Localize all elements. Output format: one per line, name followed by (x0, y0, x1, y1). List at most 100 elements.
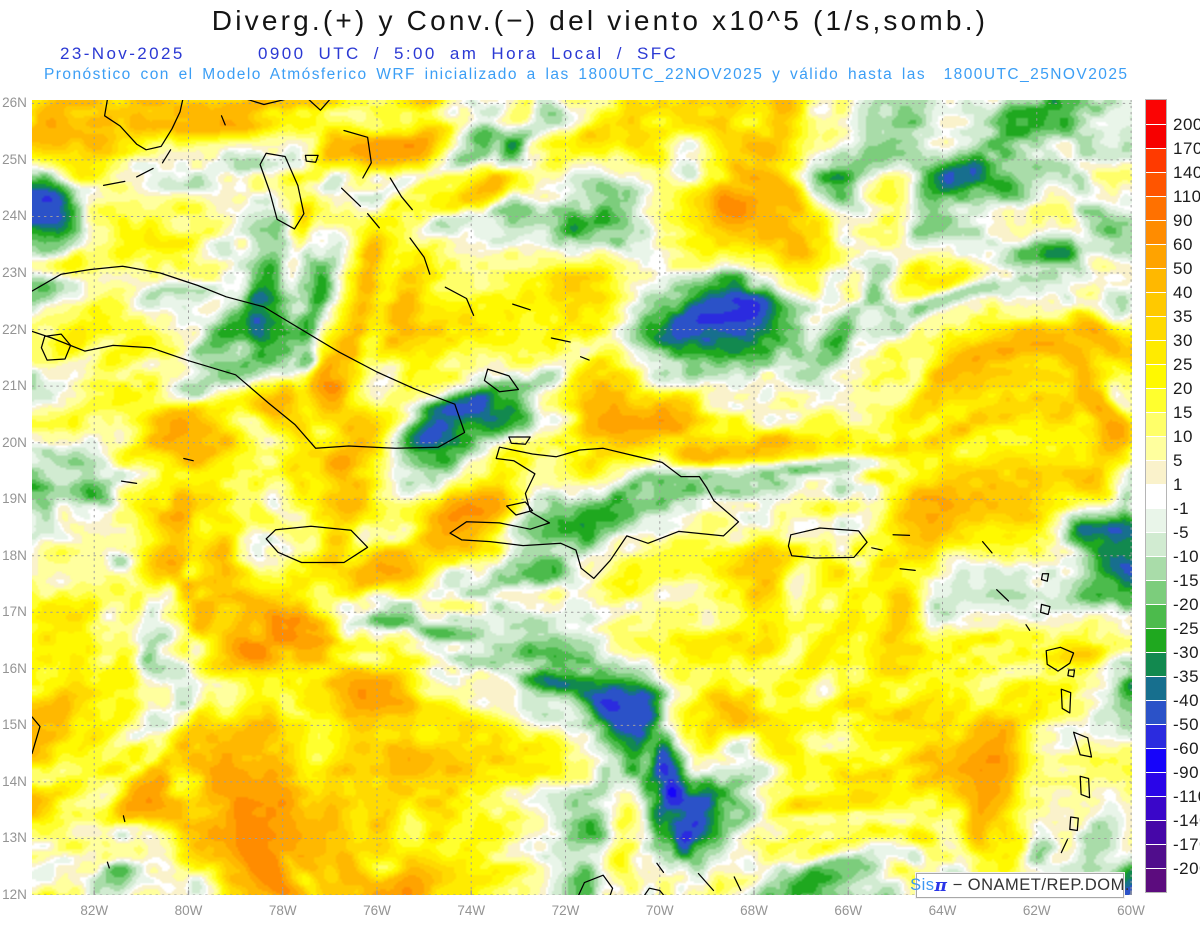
colorbar-tick-label: -200 (1173, 859, 1200, 878)
lon-tick-label: 72W (551, 903, 580, 918)
coastline (656, 862, 665, 874)
coastline (122, 815, 126, 823)
colorbar-tick-label: -20 (1173, 595, 1200, 614)
lon-tick-label: 64W (928, 903, 957, 918)
coastline (135, 167, 154, 178)
lat-tick-label: 22N (2, 321, 27, 337)
colorbar-tick-label: -5 (1173, 523, 1190, 542)
coastline (871, 547, 883, 551)
lat-tick-label: 18N (2, 547, 27, 563)
coastline (444, 286, 475, 317)
colorbar-segment (1146, 100, 1166, 124)
coastline (102, 180, 126, 187)
colorbar-tick-label: 200 (1173, 115, 1200, 134)
colorbar-segment (1146, 148, 1166, 172)
colorbar-tick-label: -60 (1173, 739, 1200, 758)
colorbar-tick-label: 15 (1173, 403, 1193, 422)
lon-tick-label: 76W (363, 903, 391, 918)
colorbar-tick-label: 35 (1173, 307, 1193, 326)
colorbar-segment (1146, 868, 1166, 892)
coastline (106, 861, 110, 869)
lat-tick-label: 20N (2, 434, 27, 450)
colorbar-tick-label: 1 (1173, 475, 1183, 494)
colorbar-segment (1146, 820, 1166, 844)
colorbar-scale (1145, 99, 1167, 893)
coastline (1039, 603, 1051, 616)
colorbar-segment (1146, 220, 1166, 244)
colorbar-segment (1146, 436, 1166, 460)
colorbar-segment (1146, 340, 1166, 364)
coastline (304, 154, 319, 163)
coastline (981, 540, 993, 554)
coastline (247, 100, 286, 106)
colorbar-segment (1146, 364, 1166, 388)
coastline (103, 100, 184, 151)
colorbar-tick-label: -10 (1173, 547, 1200, 566)
coastline (32, 265, 466, 449)
brand-sis-text: Sis (910, 876, 935, 894)
colorbar-segment (1146, 748, 1166, 772)
coastline (697, 872, 715, 892)
coastline (483, 368, 520, 393)
coastline (1079, 775, 1091, 799)
coastline (120, 480, 138, 485)
colorbar-tick-label: -50 (1173, 715, 1200, 734)
colorbar-tick-label: -15 (1173, 571, 1200, 590)
lat-tick-label: 16N (2, 660, 27, 676)
colorbar-tick-label: -25 (1173, 619, 1200, 638)
coastline (265, 525, 369, 564)
colorbar-segment (1146, 724, 1166, 748)
colorbar-tick-label: 50 (1173, 259, 1193, 278)
colorbar-segment (1146, 388, 1166, 412)
colorbar-segment (1146, 292, 1166, 316)
coastline (505, 501, 534, 516)
colorbar-tick-label: 60 (1173, 235, 1193, 254)
gridlines-coastlines-overlay (32, 100, 1132, 895)
lat-tick-label: 14N (2, 773, 27, 789)
colorbar-tick-label: -170 (1173, 835, 1200, 854)
lon-tick-label: 82W (80, 903, 109, 918)
coastline (161, 149, 172, 164)
colorbar-segment (1146, 484, 1166, 508)
colorbar-tick-label: 5 (1173, 451, 1183, 470)
colorbar-tick-label: 30 (1173, 331, 1193, 350)
colorbar-segment (1146, 316, 1166, 340)
lat-tick-label: 24N (2, 208, 27, 224)
lon-tick-label: 74W (457, 903, 486, 918)
coastline (1025, 624, 1031, 632)
coastline (366, 213, 380, 229)
coastline (40, 333, 72, 361)
colorbar-segment (1146, 124, 1166, 148)
coastline (578, 874, 614, 895)
lat-tick-label: 19N (2, 491, 27, 507)
colorbar-segment (1146, 844, 1166, 868)
coastline (996, 589, 1010, 602)
colorbar-tick-label: 140 (1173, 163, 1200, 182)
attribution-box: Sis π − ONAMET/REP.DOM. (910, 873, 1129, 898)
coastline (389, 177, 413, 211)
coastline (343, 129, 372, 179)
coastline (259, 152, 305, 230)
colorbar-tick-label: -110 (1173, 787, 1200, 806)
coastline (409, 237, 431, 275)
colorbar-segment (1146, 244, 1166, 268)
coastline (1060, 688, 1072, 714)
colorbar-segment (1146, 580, 1166, 604)
coastline (550, 337, 571, 343)
date-text: 23-Nov-2025 (60, 44, 185, 63)
lon-tick-label: 66W (834, 903, 863, 918)
coastline (1045, 646, 1075, 672)
colorbar-segment (1146, 556, 1166, 580)
colorbar-tick-label: -90 (1173, 763, 1200, 782)
coastline (892, 534, 911, 537)
colorbar-segment (1146, 700, 1166, 724)
coastline (512, 303, 531, 311)
colorbar-segment (1146, 772, 1166, 796)
coastline (508, 436, 531, 445)
colorbar-tick-label: -40 (1173, 691, 1200, 710)
colorbar-tick-label: 25 (1173, 355, 1193, 374)
brand-pi-glyph: π (934, 875, 948, 896)
coastline (32, 716, 41, 755)
colorbar-tick-label: 170 (1173, 139, 1200, 158)
